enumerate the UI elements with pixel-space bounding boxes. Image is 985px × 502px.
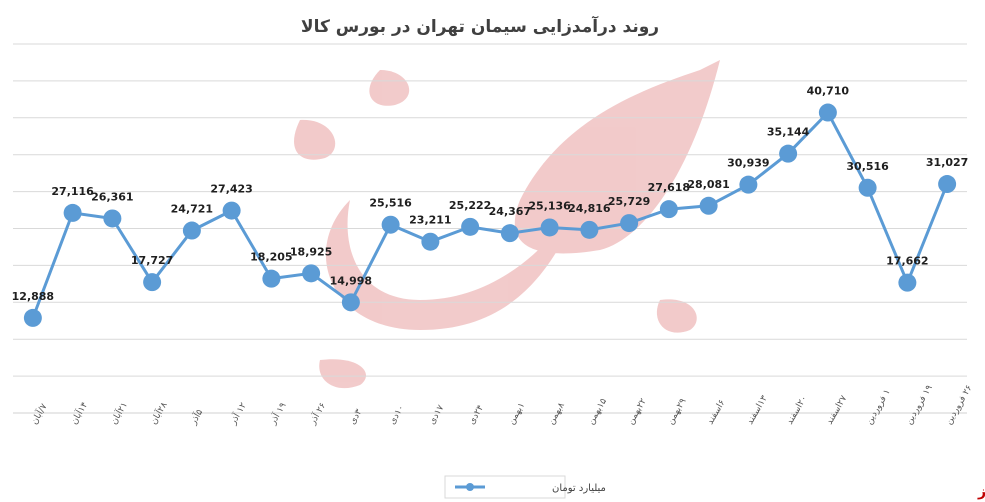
data-label: 30,516 xyxy=(846,160,889,173)
data-point xyxy=(262,269,281,288)
data-point xyxy=(23,308,42,327)
data-label: 27,116 xyxy=(51,185,94,198)
x-tick-label: ۱ فروردین xyxy=(865,388,893,427)
data-point xyxy=(620,214,639,233)
x-tick-label: ۱۹ فروردین xyxy=(904,383,935,426)
x-tick-label: ۲۶ فروردین xyxy=(944,383,975,426)
series-markers xyxy=(23,103,957,327)
data-label: 25,136 xyxy=(528,199,571,212)
x-tick-label: ۲۴دی xyxy=(467,403,486,426)
x-tick-label: ۱۵بهمن xyxy=(586,397,609,427)
data-label: 26,361 xyxy=(91,190,133,203)
data-label: 24,367 xyxy=(489,205,531,218)
legend-box xyxy=(444,475,566,499)
data-point xyxy=(500,224,519,243)
x-tick-label: ۱بهمن xyxy=(507,401,527,426)
data-label: 12,888 xyxy=(12,290,54,303)
x-tick-label: ۸بهمن xyxy=(547,401,568,427)
data-label: 17,727 xyxy=(131,254,173,267)
data-label: 27,618 xyxy=(648,181,690,194)
x-tick-label: ۷/آبان xyxy=(28,401,50,426)
data-label: 24,721 xyxy=(171,203,213,216)
x-tick-label: ۲۲بهمن xyxy=(626,397,649,427)
data-label: 25,516 xyxy=(369,197,412,210)
data-point xyxy=(699,196,718,215)
data-label: 25,222 xyxy=(449,199,491,212)
legend-marker-swatch xyxy=(466,483,474,491)
data-point xyxy=(898,273,917,292)
data-label: 17,662 xyxy=(886,255,928,268)
data-point xyxy=(222,201,241,220)
data-point xyxy=(341,293,360,312)
x-tick-label: ۲۹بهمن xyxy=(666,397,689,427)
data-point xyxy=(818,103,837,122)
data-point xyxy=(938,175,957,194)
data-label: 23,211 xyxy=(409,214,451,227)
data-point xyxy=(461,217,480,236)
chart-title: روند درآمدزایی سیمان تهران در بورس کالا xyxy=(301,15,659,37)
brand-watermark: بورس نیوز xyxy=(977,484,985,500)
data-point xyxy=(143,273,162,292)
x-tick-label: ۵آذر xyxy=(187,407,206,428)
data-label: 25,729 xyxy=(608,195,650,208)
gridlines xyxy=(13,43,967,414)
x-tick-label: ۲۷اسفند xyxy=(825,394,850,427)
data-point xyxy=(103,209,122,228)
data-point xyxy=(540,218,559,237)
data-label: 18,205 xyxy=(250,251,292,264)
x-tick-label: ۳دی xyxy=(348,408,365,427)
background-watermark xyxy=(294,60,720,389)
series-line xyxy=(31,110,949,319)
data-point xyxy=(659,200,678,219)
data-label: 30,939 xyxy=(727,157,769,170)
x-tick-label: ۲۰اسفند xyxy=(785,394,810,426)
x-tick-label: ۱۷دی xyxy=(427,403,446,426)
data-label: 40,710 xyxy=(807,85,850,98)
data-point xyxy=(381,215,400,234)
data-point xyxy=(63,203,82,222)
x-tick-label: ۱۳اسفند xyxy=(745,394,770,427)
x-tick-label: ۲۶ آذر xyxy=(306,400,329,427)
x-tick-label: ۱۲ آذر xyxy=(226,400,249,427)
x-tick-label: ۱۹ آذر xyxy=(266,400,289,427)
x-tick-label: ۱۰دی xyxy=(388,404,407,427)
data-label: 28,081 xyxy=(687,178,729,191)
data-label: 31,027 xyxy=(926,156,968,169)
data-label: 27,423 xyxy=(210,183,252,196)
data-label: 24,816 xyxy=(568,202,611,215)
data-label: 14,998 xyxy=(330,274,372,287)
legend-label: میلیارد تومان xyxy=(552,483,606,494)
data-point xyxy=(858,178,877,197)
legend: میلیارد تومان xyxy=(444,475,606,499)
data-point xyxy=(739,175,758,194)
data-point xyxy=(182,221,201,240)
data-point xyxy=(302,264,321,283)
data-point xyxy=(779,144,798,163)
x-tick-label: ۶اسفند xyxy=(706,398,728,426)
data-point xyxy=(580,220,599,239)
data-label: 35,144 xyxy=(767,126,810,139)
data-point xyxy=(421,232,440,251)
data-label: 18,925 xyxy=(290,245,332,258)
